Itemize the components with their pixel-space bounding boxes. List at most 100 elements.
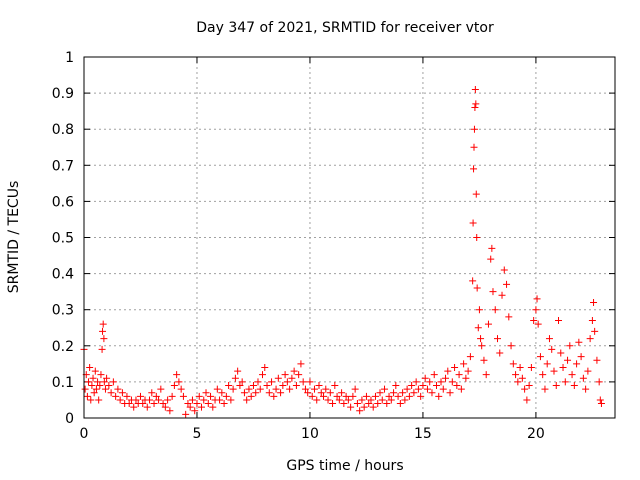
data-point	[417, 392, 425, 400]
ticks-layer: 0 5 10 15 20 0 0.1 0.2 0.3 0.4 0.5 0.6 0.7 0.8 0.9 1	[52, 50, 615, 442]
data-point	[81, 385, 89, 393]
data-point	[369, 403, 377, 411]
data-point	[482, 371, 490, 379]
data-point	[435, 392, 443, 400]
data-point	[245, 385, 253, 393]
data-point	[473, 234, 481, 241]
data-point	[229, 385, 237, 393]
data-point	[351, 385, 359, 393]
data-point	[295, 371, 303, 379]
data-point	[252, 389, 260, 397]
data-point	[464, 367, 472, 375]
data-point	[277, 389, 285, 397]
data-point	[548, 345, 556, 353]
data-point	[216, 396, 224, 404]
data-point	[188, 396, 196, 404]
data-point	[480, 356, 488, 364]
data-point	[356, 407, 364, 415]
data-point	[396, 400, 404, 408]
y-tick-label: 0.9	[52, 86, 74, 102]
data-point	[545, 335, 553, 343]
data-point	[274, 374, 282, 382]
data-point	[166, 407, 174, 415]
data-point	[588, 317, 596, 325]
y-tick-label: 0.8	[52, 122, 74, 138]
data-point	[148, 389, 156, 397]
data-point	[329, 400, 337, 408]
data-point	[197, 403, 205, 411]
data-point	[533, 295, 541, 303]
data-point	[227, 396, 235, 404]
data-point	[297, 360, 305, 368]
data-point	[469, 219, 477, 227]
data-point	[186, 403, 194, 411]
data-point	[308, 392, 316, 400]
data-point	[105, 382, 113, 390]
data-point	[243, 396, 251, 404]
data-point	[353, 400, 361, 408]
data-point	[597, 400, 605, 408]
data-point	[182, 410, 190, 418]
data-point	[582, 385, 590, 393]
data-point	[306, 378, 314, 386]
data-point	[313, 396, 321, 404]
y-axis-label: SRMTID / TECUs	[6, 181, 22, 294]
data-point	[586, 335, 594, 343]
data-point	[116, 396, 124, 404]
data-point	[421, 374, 429, 382]
data-point	[157, 385, 165, 393]
data-point	[559, 363, 567, 371]
data-points	[80, 85, 605, 418]
data-point	[132, 396, 140, 404]
data-point	[383, 400, 391, 408]
data-point	[290, 367, 298, 375]
data-point	[460, 360, 468, 368]
data-point	[265, 389, 273, 397]
data-point	[98, 345, 106, 353]
data-point	[367, 396, 375, 404]
data-point	[378, 396, 386, 404]
data-point	[561, 378, 569, 386]
data-point	[444, 367, 452, 375]
data-point	[96, 382, 104, 390]
data-point	[236, 382, 244, 390]
data-point	[175, 378, 183, 386]
data-point	[498, 291, 506, 299]
data-point	[95, 396, 103, 404]
data-point	[362, 392, 370, 400]
data-point	[564, 356, 572, 364]
x-axis-label: GPS time / hours	[286, 458, 403, 474]
data-point	[90, 389, 98, 397]
data-point	[202, 389, 210, 397]
data-point	[469, 277, 477, 285]
data-point	[130, 403, 138, 411]
data-point	[446, 389, 454, 397]
data-point	[347, 403, 355, 411]
data-point	[107, 389, 115, 397]
data-point	[204, 400, 212, 408]
data-point	[457, 385, 465, 393]
data-point	[123, 392, 131, 400]
data-point	[512, 371, 520, 379]
data-point	[143, 403, 151, 411]
data-point	[193, 400, 201, 408]
data-point	[118, 389, 126, 397]
data-point	[410, 389, 418, 397]
data-point	[213, 385, 221, 393]
data-point	[496, 349, 504, 357]
data-point	[474, 324, 482, 332]
data-point	[238, 378, 246, 386]
data-point	[240, 389, 248, 397]
data-point	[340, 400, 348, 408]
data-point	[335, 396, 343, 404]
data-point	[247, 392, 255, 400]
data-point	[220, 400, 228, 408]
data-point	[254, 378, 262, 386]
data-point	[570, 382, 578, 390]
data-point	[91, 367, 99, 375]
data-point	[487, 255, 495, 263]
data-point	[338, 389, 346, 397]
data-point	[88, 382, 96, 390]
data-point	[575, 338, 583, 346]
